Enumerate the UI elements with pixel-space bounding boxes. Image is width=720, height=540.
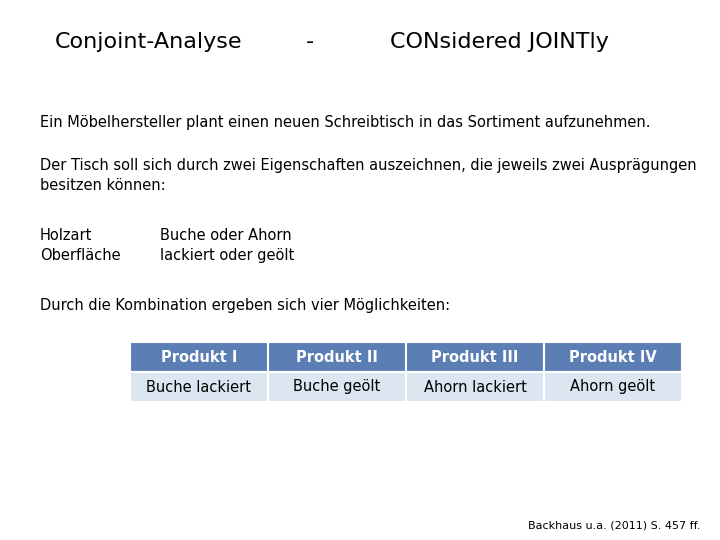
Bar [130,372,268,402]
Bar [268,342,406,372]
Text: Produkt III: Produkt III [431,349,518,364]
Text: Produkt IV: Produkt IV [569,349,657,364]
Text: Der Tisch soll sich durch zwei Eigenschaften auszeichnen, die jeweils zwei Auspr: Der Tisch soll sich durch zwei Eigenscha… [40,158,697,173]
Text: Conjoint-Analyse: Conjoint-Analyse [55,32,243,52]
Text: Buche oder Ahorn: Buche oder Ahorn [160,228,292,243]
Text: Buche geölt: Buche geölt [293,380,381,395]
Text: Backhaus u.a. (2011) S. 457 ff.: Backhaus u.a. (2011) S. 457 ff. [528,520,700,530]
Text: lackiert oder geölt: lackiert oder geölt [160,248,294,263]
Bar [544,342,682,372]
Bar [130,342,268,372]
Text: Produkt I: Produkt I [161,349,237,364]
Text: Durch die Kombination ergeben sich vier Möglichkeiten:: Durch die Kombination ergeben sich vier … [40,298,450,313]
Text: Holzart: Holzart [40,228,92,243]
Text: -: - [306,32,314,52]
Text: besitzen können:: besitzen können: [40,178,166,193]
Text: Oberfläche: Oberfläche [40,248,121,263]
Text: Ahorn geölt: Ahorn geölt [570,380,656,395]
Text: Produkt II: Produkt II [296,349,378,364]
Bar [406,372,544,402]
Text: CONsidered JOINTly: CONsidered JOINTly [390,32,609,52]
Text: Ein Möbelhersteller plant einen neuen Schreibtisch in das Sortiment aufzunehmen.: Ein Möbelhersteller plant einen neuen Sc… [40,115,650,130]
Text: Ahorn lackiert: Ahorn lackiert [423,380,526,395]
Text: Buche lackiert: Buche lackiert [146,380,251,395]
Bar [544,372,682,402]
Bar [406,342,544,372]
Bar [268,372,406,402]
